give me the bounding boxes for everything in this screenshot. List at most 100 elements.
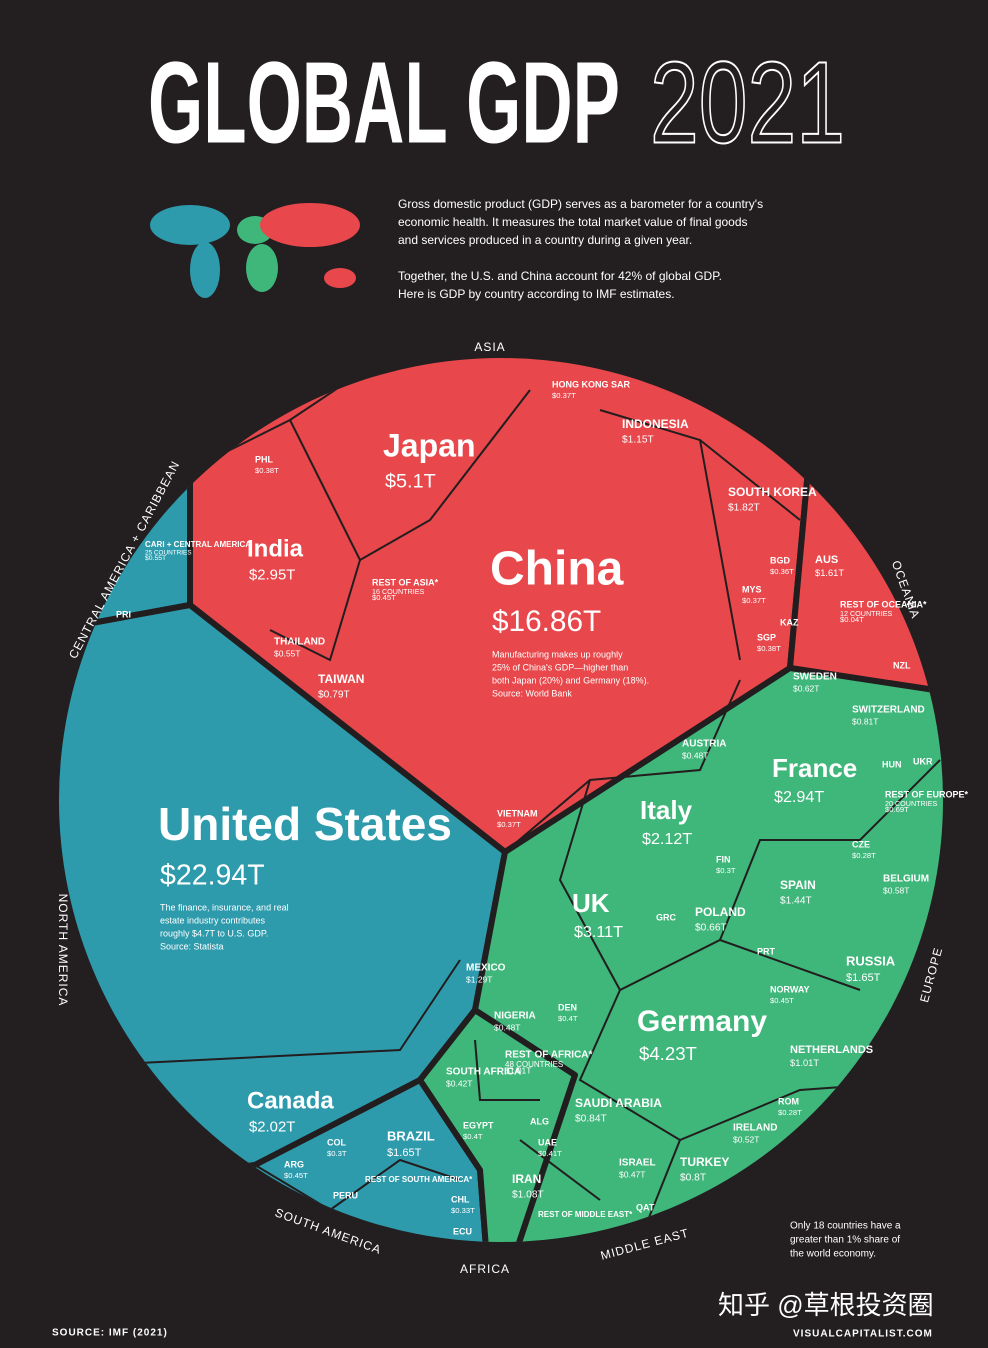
country-gdp: $2.12T — [642, 830, 692, 848]
country-labels: China $16.86T Manufacturing makes up rough… — [116, 379, 969, 1236]
country-name: POLAND — [695, 905, 746, 919]
country-gdp: $0.45T — [770, 996, 794, 1005]
country-count: 25 COUNTRIES — [145, 550, 192, 557]
country-gdp: $1.01T — [790, 1058, 819, 1068]
country-name: NETHERLANDS — [790, 1044, 873, 1056]
country-name: PHL — [255, 454, 274, 464]
country-note: The finance, insurance, and real — [160, 902, 289, 912]
country-gdp: $2.94T — [774, 788, 824, 806]
country-gdp: $0.79T — [318, 690, 350, 701]
country-name: BGD — [770, 555, 791, 565]
country-name: SAUDI ARABIA — [575, 1096, 662, 1110]
country-note: estate industry contributes — [160, 915, 266, 925]
country-name: KAZ — [780, 617, 799, 627]
country-name: ISRAEL — [619, 1158, 656, 1169]
country-name: RUSSIA — [846, 953, 896, 968]
country-name: SGP — [757, 632, 776, 642]
country-name: MEXICO — [466, 963, 506, 974]
country-gdp: $5.1T — [385, 470, 436, 492]
country-name: India — [247, 535, 304, 562]
country-gdp: $0.3T — [327, 1149, 347, 1158]
country-name: UKR — [913, 756, 933, 766]
region-label: ASIA — [474, 340, 505, 354]
country-gdp: $0.58T — [883, 886, 909, 896]
title-year: 2021 — [650, 38, 845, 168]
country-note: both Japan (20%) and Germany (18%). — [492, 675, 649, 685]
country-gdp: $0.45T — [284, 1171, 308, 1180]
country-gdp: $4.23T — [639, 1043, 697, 1064]
country-name: CARI + CENTRAL AMERICA — [145, 540, 251, 549]
country-gdp: $0.28T — [852, 851, 876, 860]
country-name: DEN — [558, 1002, 577, 1012]
country-name: FIN — [716, 854, 731, 864]
country-name: REST OF MIDDLE EAST* — [538, 1210, 633, 1219]
country-name: France — [772, 753, 857, 783]
country-name: IRAN — [512, 1172, 541, 1186]
footer-note: Only 18 countries have a — [790, 1221, 901, 1232]
country-name: HONG KONG SAR — [552, 379, 631, 389]
country-name: AUS — [815, 554, 838, 566]
country-gdp: $1.08T — [512, 1190, 544, 1201]
country-count: 12 COUNTRIES — [840, 609, 893, 618]
country-name: HUN — [882, 759, 902, 769]
country-gdp: $0.4T — [463, 1132, 483, 1141]
country-name: ALG — [530, 1116, 549, 1126]
country-name: PRI — [116, 609, 131, 619]
country-gdp: $0.84T — [575, 1114, 607, 1125]
region-label: NORTH AMERICA — [56, 894, 70, 1007]
country-name: IRELAND — [733, 1123, 777, 1134]
country-name: MYS — [742, 584, 762, 594]
country-gdp: $0.4T — [558, 1014, 578, 1023]
country-name: INDONESIA — [622, 417, 689, 431]
country-name: TURKEY — [680, 1155, 729, 1169]
country-gdp: $16.86T — [492, 605, 601, 638]
country-gdp: $0.33T — [451, 1206, 475, 1215]
country-name: SWITZERLAND — [852, 705, 925, 716]
country-gdp: $0.04T — [840, 615, 864, 624]
country-name: CZE — [852, 839, 870, 849]
country-gdp: $0.52T — [733, 1135, 759, 1145]
country-gdp: $0.41T — [538, 1149, 562, 1158]
brand: VISUALCAPITALIST.COM — [793, 1329, 933, 1340]
world-map — [150, 203, 360, 298]
country-gdp: $2.02T — [249, 1119, 295, 1135]
country-gdp: $0.47T — [619, 1170, 645, 1180]
country-gdp: $0.48T — [682, 751, 708, 761]
country-gdp: $3.11T — [574, 923, 623, 941]
country-gdp: $0.28T — [778, 1108, 802, 1117]
country-name: ECU — [453, 1226, 472, 1236]
country-gdp: $1.65T — [387, 1147, 422, 1159]
description-line: economic health. It measures the total m… — [398, 215, 748, 229]
description: Gross domestic product (GDP) serves as a… — [398, 197, 763, 301]
country-name: COL — [327, 1137, 347, 1147]
country-name: China — [490, 543, 624, 596]
country-gdp: $0.66T — [695, 923, 727, 934]
country-name: SPAIN — [780, 878, 816, 892]
country-gdp: $0.69T — [885, 805, 909, 814]
source: SOURCE: IMF (2021) — [52, 1328, 168, 1339]
country-gdp: $1.44T — [780, 896, 812, 907]
country-name: SOUTH KOREA — [728, 485, 817, 499]
country-note: roughly $4.7T to U.S. GDP. — [160, 928, 268, 938]
country-gdp: $0.45T — [372, 593, 396, 602]
country-gdp: $0.55T — [274, 649, 300, 659]
country-gdp: $0.37T — [497, 820, 521, 829]
country-count: 16 COUNTRIES — [372, 587, 425, 596]
summary-line: Here is GDP by country according to IMF … — [398, 287, 675, 301]
footer-note: greater than 1% share of — [790, 1235, 900, 1246]
country-name: QAT — [636, 1202, 655, 1212]
country-name: REST OF ASIA* — [372, 577, 439, 587]
country-name: Germany — [637, 1005, 767, 1038]
country-gdp: $0.81T — [852, 717, 878, 727]
footer: SOURCE: IMF (2021) Only 18 countries have… — [52, 1221, 934, 1340]
country-gdp: $0.62T — [793, 684, 819, 694]
country-gdp: $1.29T — [466, 975, 492, 985]
country-note: Source: Statista — [160, 941, 224, 951]
country-count: 20 COUNTRIES — [885, 799, 938, 808]
country-note: 25% of China's GDP—higher than — [492, 662, 628, 672]
country-gdp: $1.65T — [846, 972, 881, 984]
country-gdp: $0.36T — [770, 567, 794, 576]
summary-line: Together, the U.S. and China account for… — [398, 269, 722, 283]
footer-note: the world economy. — [790, 1249, 876, 1260]
